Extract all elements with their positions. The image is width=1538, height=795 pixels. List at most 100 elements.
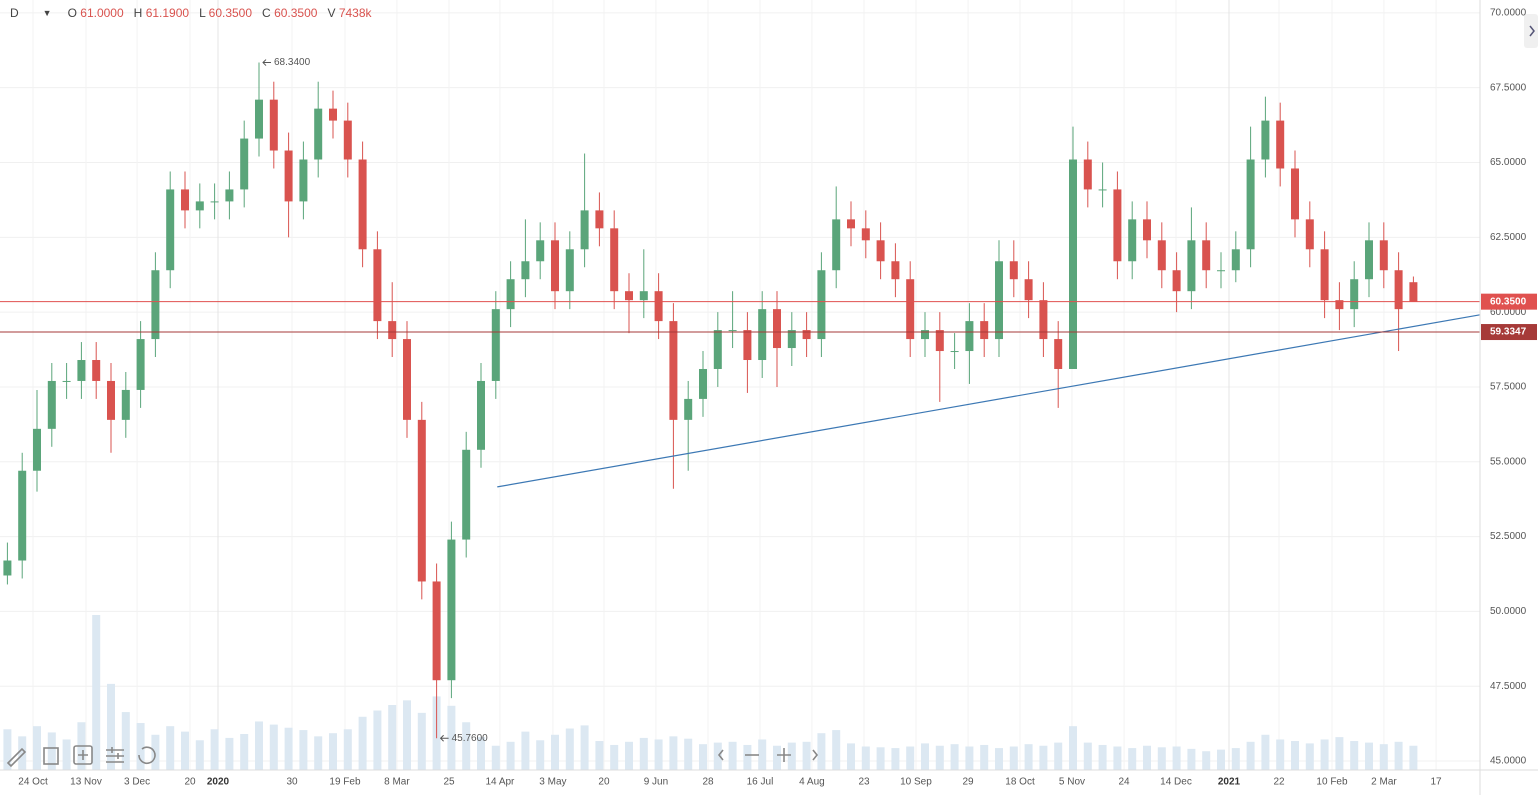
candle-body [314, 108, 323, 160]
candle-body [699, 368, 707, 399]
candle-body [728, 330, 737, 332]
candle-body [284, 150, 293, 202]
candle-body [77, 360, 86, 381]
volume-bar [950, 744, 959, 770]
x-tick-label: 2020 [207, 777, 230, 788]
volume-bar [417, 712, 426, 770]
volume-bar [995, 748, 1003, 770]
chevron-icon [1529, 25, 1535, 37]
settings-tool[interactable] [106, 747, 124, 763]
ohlc-item: C 60.3500 [262, 6, 317, 20]
candle-body [462, 449, 471, 540]
candle-body [447, 539, 456, 681]
candle-body [1054, 339, 1063, 369]
price-tag [1481, 324, 1537, 341]
interval-dropdown[interactable]: ▼ [42, 8, 52, 18]
candle-body [210, 201, 219, 203]
candle-body [906, 279, 915, 340]
candle-body [18, 470, 27, 561]
candle-body [580, 210, 589, 250]
volume-bar [684, 738, 693, 770]
volume-bar [1261, 734, 1270, 770]
candle-body [625, 291, 633, 301]
candle-body [536, 240, 545, 262]
candle-body [166, 189, 175, 271]
volume-bar [491, 745, 500, 770]
add-tool[interactable] [73, 745, 93, 765]
volume-bar [18, 736, 27, 770]
candle-body [610, 228, 619, 292]
price-tag [1481, 293, 1537, 310]
volume-bar [269, 724, 278, 770]
candle-body [1246, 159, 1255, 250]
reset-tool[interactable] [138, 746, 156, 765]
add-icon [78, 750, 88, 760]
candle-body [565, 249, 574, 292]
candle-body [669, 321, 678, 420]
volume-bar [388, 705, 397, 770]
plot-layer: 68.3400 45.7600 [0, 57, 1481, 744]
x-tick-label: 17 [1430, 777, 1442, 788]
list-tool[interactable] [43, 747, 59, 765]
candle-body [92, 360, 101, 381]
price-tag-label: 59.3347 [1490, 327, 1527, 338]
candle-body [787, 330, 796, 349]
y-tick-label: 62.5000 [1490, 232, 1527, 243]
volume-bar [195, 740, 204, 770]
candle-body [417, 419, 426, 582]
candle-body [595, 210, 604, 229]
x-tick-label: 20 [184, 777, 196, 788]
volume-bar [713, 742, 722, 770]
volume-bar [669, 736, 678, 770]
ohlc-value: 60.3500 [208, 6, 253, 20]
x-tick-label: 28 [702, 777, 714, 788]
volume-bar [181, 731, 189, 770]
grid [0, 0, 1480, 770]
volume-bar [255, 721, 263, 770]
volume-bar [1291, 741, 1299, 770]
volume-bar [1039, 745, 1048, 770]
volume-bar [699, 744, 707, 770]
y-tick-label: 65.0000 [1490, 157, 1527, 168]
candle-body [1143, 219, 1151, 241]
volume-bar [1069, 726, 1077, 770]
candle-body [225, 189, 234, 202]
candle-body [269, 99, 278, 151]
candle-body [491, 309, 500, 381]
volume-bar [654, 739, 663, 770]
candle-body [329, 108, 337, 121]
volume-bar [1009, 746, 1018, 770]
candle-body [1379, 240, 1388, 271]
volume-bar [1320, 739, 1329, 770]
side-panel-toggle[interactable] [1524, 14, 1538, 48]
interval[interactable]: D [10, 6, 19, 20]
candle-body [3, 560, 12, 576]
volume-bar [980, 744, 989, 770]
candle-body [432, 581, 441, 681]
scroll-right[interactable] [812, 749, 819, 761]
volume-bar [625, 741, 633, 770]
volume-bar [136, 723, 145, 770]
candle-body [654, 291, 663, 322]
candle-body [1291, 168, 1299, 220]
volume-bar [565, 728, 574, 770]
candle-body [299, 159, 308, 202]
volume-layer [3, 615, 1418, 770]
candle-body [506, 279, 515, 310]
candle-body [832, 219, 841, 271]
scroll-left[interactable] [717, 749, 724, 761]
y-tick-label: 70.0000 [1490, 8, 1527, 19]
volume-bar [166, 726, 175, 770]
candle-body [121, 389, 130, 420]
volume-bar [639, 737, 648, 770]
volume-bar [1350, 741, 1359, 770]
volume-bar [462, 722, 471, 770]
x-tick-label: 18 Oct [1005, 777, 1035, 788]
zoom-in[interactable] [777, 748, 791, 762]
x-tick-label: 24 Oct [18, 777, 48, 788]
ohlc-item: L 60.3500 [199, 6, 252, 20]
candle-body [1276, 120, 1285, 169]
pencil-tool[interactable] [6, 747, 27, 768]
volume-bar [1083, 742, 1092, 770]
annotation-label: 68.3400 [274, 57, 311, 68]
